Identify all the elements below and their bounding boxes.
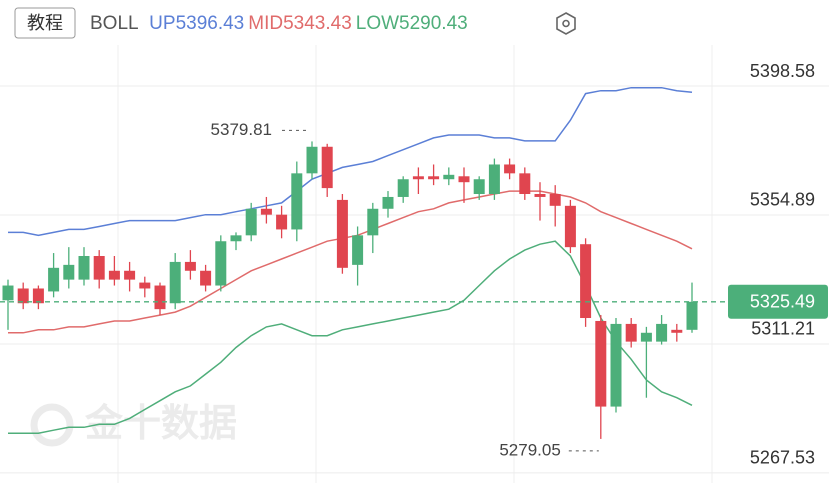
candle-body — [580, 244, 592, 319]
candle-body — [154, 285, 166, 310]
candle-body — [169, 261, 181, 304]
candle-body — [260, 208, 272, 215]
y-tick-label: 5354.89 — [750, 190, 815, 210]
bollinger-band — [8, 240, 693, 434]
grid: 5398.58 5354.89 5311.21 5267.53 — [0, 61, 829, 474]
candle-body — [686, 301, 698, 330]
candle-body — [625, 323, 637, 342]
candle-body — [504, 164, 516, 174]
min-label: 5279.05 — [499, 440, 560, 459]
bollinger-band — [8, 86, 693, 237]
candle-body — [63, 264, 75, 280]
candle-body — [124, 270, 136, 280]
candle-body — [595, 320, 607, 407]
candle-body — [336, 199, 348, 268]
candle-body — [549, 194, 561, 206]
candle-body — [443, 174, 455, 180]
candle-body — [184, 261, 196, 271]
y-tick-label: 5267.53 — [750, 448, 815, 468]
settings-hexagon[interactable] — [556, 12, 576, 35]
settings-icon[interactable] — [556, 12, 576, 35]
settings-dot[interactable] — [562, 19, 570, 28]
legend-entry: MID5343.43 — [248, 13, 352, 34]
candle-body — [488, 164, 500, 195]
y-tick-label: 5311.21 — [751, 319, 815, 339]
candle-body — [382, 196, 394, 209]
candle-body — [458, 176, 470, 183]
candle-body — [656, 323, 668, 342]
candle-body — [108, 270, 120, 280]
candle-body — [367, 208, 379, 236]
candle-body — [610, 323, 622, 407]
candle-body — [352, 235, 364, 265]
candle-body — [321, 146, 333, 189]
bollinger-band — [8, 190, 693, 334]
vertical-grid — [117, 45, 713, 483]
candle-body — [412, 176, 424, 180]
candle-body — [276, 214, 288, 230]
candle-body — [564, 205, 576, 248]
legend-entry: UP5396.43 — [149, 13, 244, 34]
candle-body — [48, 267, 60, 292]
watermark: 金十数据 — [30, 402, 237, 447]
candle-body — [291, 173, 303, 230]
candle-body — [93, 256, 105, 280]
tutorial-button[interactable] — [14, 7, 76, 39]
candle-body — [245, 208, 257, 236]
watermark-logo — [30, 403, 74, 447]
candle-body — [17, 288, 29, 304]
header: 教程 BOLL UP5396.43 MID5343.43 LOW5290.43 — [14, 7, 576, 39]
candle-body — [2, 285, 14, 301]
candles — [2, 141, 698, 439]
max-label: 5379.81 — [211, 120, 272, 139]
candle-body — [139, 282, 151, 289]
candle-body — [428, 176, 440, 180]
bands — [8, 86, 693, 434]
candle-body — [78, 256, 90, 280]
overlay: 5379.81 5279.05 5325.49 — [0, 120, 828, 459]
current-price-label: 5325.49 — [750, 292, 815, 312]
candle-body — [671, 329, 683, 333]
watermark-text: 金十数据 — [84, 402, 237, 445]
candle-body — [640, 332, 652, 342]
candle-body — [534, 194, 546, 197]
candle-body — [215, 241, 227, 286]
candle-body — [519, 173, 531, 195]
candle-body — [200, 270, 212, 286]
legend: BOLL UP5396.43 MID5343.43 LOW5290.43 — [90, 13, 468, 34]
candle-body — [306, 146, 318, 174]
current-price-tag — [728, 284, 828, 319]
candle-body — [32, 288, 44, 304]
tutorial-label[interactable]: 教程 — [27, 13, 63, 33]
candle-body — [473, 179, 485, 195]
y-tick-label: 5398.58 — [750, 61, 815, 81]
candle-body — [397, 179, 409, 197]
indicator-name: BOLL — [90, 13, 138, 34]
candle-body — [230, 235, 242, 242]
legend-entry: LOW5290.43 — [356, 13, 468, 34]
